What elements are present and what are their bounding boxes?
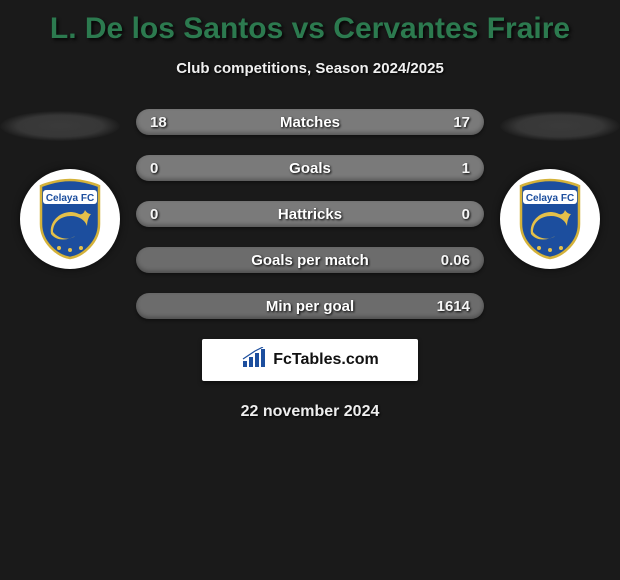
stat-value-right: 1614 [430, 298, 470, 315]
stat-value-right: 0 [430, 206, 470, 223]
stat-row: 0Hattricks0 [136, 201, 484, 227]
subtitle: Club competitions, Season 2024/2025 [0, 60, 620, 77]
date-text: 22 november 2024 [0, 403, 620, 421]
svg-text:Celaya FC: Celaya FC [46, 193, 94, 204]
stat-row: 0Goals1 [136, 155, 484, 181]
stat-value-right: 1 [430, 160, 470, 177]
comparison-stage: Celaya FC Celaya FC 18Matches17 0Goals1 0H… [0, 109, 620, 319]
player-shadow-right [500, 111, 620, 141]
footer-brand-card: FcTables.com [202, 339, 418, 381]
stat-rows: 18Matches17 0Goals1 0Hattricks0 Goals per m… [136, 109, 484, 319]
club-crest-icon: Celaya FC [35, 178, 105, 260]
svg-text:Celaya FC: Celaya FC [526, 193, 574, 204]
club-badge-left: Celaya FC [20, 169, 120, 269]
stat-value-left: 0 [150, 206, 190, 223]
stat-row: 18Matches17 [136, 109, 484, 135]
stat-row: Min per goal1614 [136, 293, 484, 319]
page-title: L. De los Santos vs Cervantes Fraire [0, 0, 620, 46]
club-badge-right: Celaya FC [500, 169, 600, 269]
stat-value-right: 0.06 [430, 252, 470, 269]
stat-value-left: 18 [150, 114, 190, 131]
stat-value-right: 17 [430, 114, 470, 131]
footer-brand-text: FcTables.com [273, 351, 379, 369]
player-shadow-left [0, 111, 120, 141]
club-crest-icon: Celaya FC [515, 178, 585, 260]
stat-row: Goals per match0.06 [136, 247, 484, 273]
stat-value-left: 0 [150, 160, 190, 177]
chart-icon [241, 347, 267, 374]
